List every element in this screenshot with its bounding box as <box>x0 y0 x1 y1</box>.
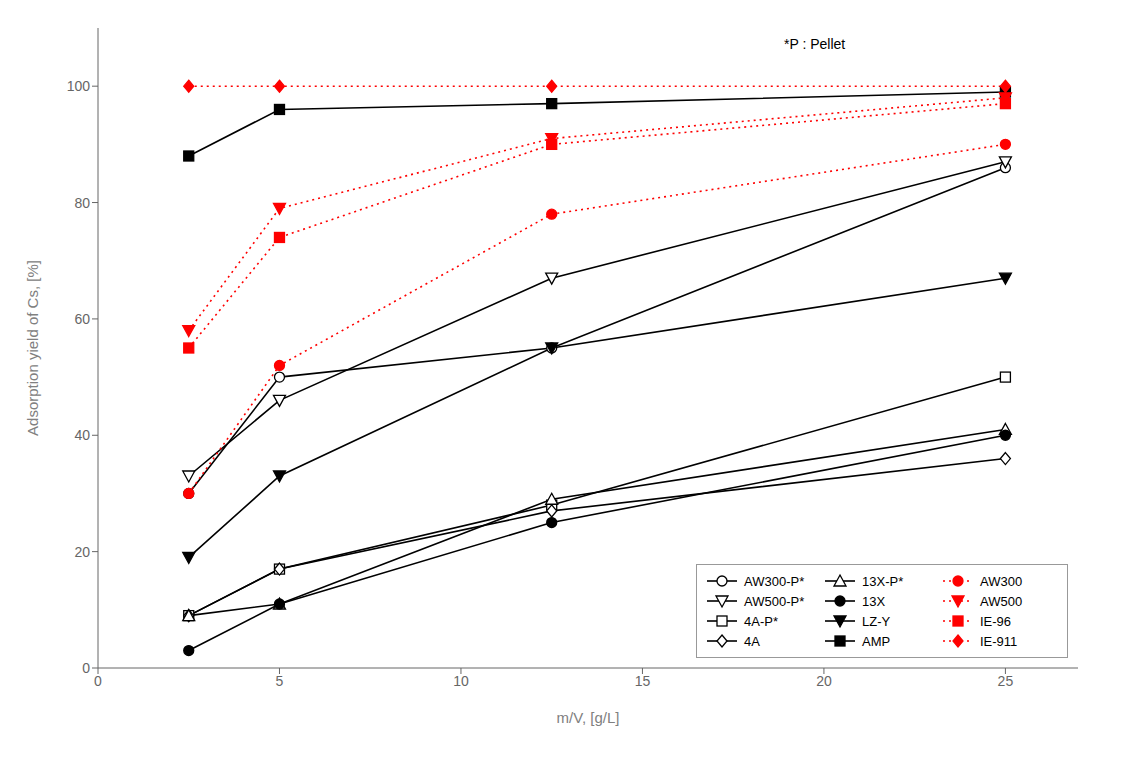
svg-text:100: 100 <box>67 78 91 94</box>
svg-text:10: 10 <box>453 673 469 689</box>
html-text:AW500-P*: AW500-P* <box>744 593 805 609</box>
svg-text:0: 0 <box>82 660 90 676</box>
html-text:13X: 13X <box>862 593 886 609</box>
html-text:AW300-P*: AW300-P* <box>744 573 805 589</box>
svg-text:80: 80 <box>74 195 90 211</box>
html-text:AW500: AW500 <box>980 593 1023 609</box>
html-text:13X-P*: 13X-P* <box>862 573 904 589</box>
svg-text:20: 20 <box>74 544 90 560</box>
svg-text:Adsorption yield of Cs, [%]: Adsorption yield of Cs, [%] <box>24 260 41 436</box>
html-text:IE-911: IE-911 <box>980 633 1018 649</box>
svg-text:15: 15 <box>635 673 651 689</box>
svg-text:25: 25 <box>998 673 1014 689</box>
svg-text:60: 60 <box>74 311 90 327</box>
html-text:AMP: AMP <box>862 633 891 649</box>
html-text:*P : Pellet: *P : Pellet <box>784 36 846 52</box>
svg-text:40: 40 <box>74 427 90 443</box>
svg-text:20: 20 <box>816 673 832 689</box>
html-text:LZ-Y: LZ-Y <box>862 613 891 629</box>
html-text:IE-96: IE-96 <box>980 613 1012 629</box>
html-text:4A-P*: 4A-P* <box>744 613 778 629</box>
html-text:AW300: AW300 <box>980 573 1023 589</box>
svg-text:0: 0 <box>94 673 102 689</box>
svg-text:5: 5 <box>276 673 284 689</box>
html-text:4A: 4A <box>744 633 760 649</box>
svg-text:m/V, [g/L]: m/V, [g/L] <box>557 709 620 726</box>
